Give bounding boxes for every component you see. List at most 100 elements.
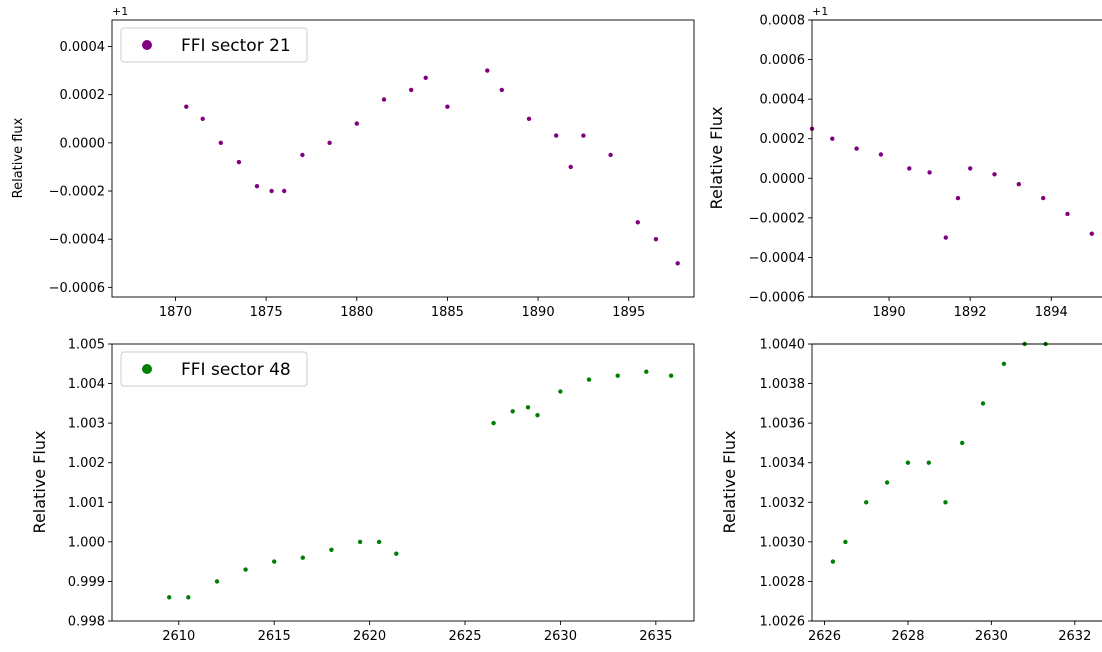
y-tick-label: 1.0026 <box>760 615 806 630</box>
y-axis-label: Relative flux <box>11 117 26 198</box>
y-tick-label: 0.0002 <box>760 132 806 147</box>
x-axis-ticks: 2626 2628 2630 2632 <box>808 621 1091 644</box>
x-tick-label: 1890 <box>522 305 555 320</box>
y-tick-label: 1.0036 <box>760 417 806 432</box>
data-point <box>608 152 613 158</box>
y-axis-ticks: 1.0026 1.0028 1.0030 1.0032 1.0034 1.0036 1.00… <box>760 338 812 630</box>
data-point <box>423 75 428 81</box>
data-point <box>243 567 248 572</box>
data-point <box>615 373 620 378</box>
y-tick-label: 1.0040 <box>760 338 806 353</box>
y-tick-label: 1.0032 <box>760 496 806 511</box>
data-point <box>955 195 961 201</box>
data-point <box>167 595 172 600</box>
x-axis-ticks: 2610 2615 2620 2625 2630 2635 <box>162 621 672 644</box>
y-tick-label: 1.0030 <box>760 535 806 550</box>
x-tick-label: 1890 <box>873 305 906 320</box>
data-point <box>329 547 334 552</box>
data-point <box>943 235 948 240</box>
data-point <box>357 539 363 545</box>
x-tick-label: 2615 <box>258 629 291 644</box>
data-point <box>586 377 592 382</box>
y-tick-label: 0.999 <box>68 575 105 590</box>
panel-sector48: 2610 2615 2620 2625 2630 2635 0.998 0.999 1.000… <box>30 338 695 644</box>
x-tick-label: 1870 <box>159 305 192 320</box>
data-point <box>558 389 563 394</box>
data-point <box>1065 211 1070 217</box>
legend-label: FFI sector 21 <box>181 36 291 56</box>
y-tick-label: 1.003 <box>68 417 105 432</box>
data-point <box>554 133 559 138</box>
x-tick-label: 1892 <box>954 305 987 320</box>
data-point <box>525 405 531 410</box>
data-point <box>354 121 359 126</box>
y-axis-label: Relative Flux <box>720 431 739 534</box>
data-point <box>653 237 659 242</box>
data-point <box>218 140 223 145</box>
data-point <box>927 170 932 175</box>
y-tick-label: 0.0008 <box>760 14 806 29</box>
y-tick-label: 0.0002 <box>60 88 106 103</box>
panel-sector48-zoom: 2626 2628 2630 2632 1.0026 1.0028 1.0030 1.003… <box>720 338 1102 644</box>
data-point <box>409 87 414 93</box>
y-tick-label: −0.0002 <box>749 211 805 226</box>
panel-sector21-zoom: 1890 1892 1894 −0.0006 −0.0004 −0.0002 0.0000… <box>707 5 1102 320</box>
y-tick-label: −0.0006 <box>749 291 805 306</box>
data-point <box>381 97 387 102</box>
scatter-points-sector48-zoom <box>830 341 1048 564</box>
data-point <box>394 551 399 556</box>
legend: FFI sector 48 <box>120 351 308 387</box>
data-point <box>905 460 911 465</box>
data-point <box>186 595 191 600</box>
x-tick-label: 2628 <box>891 629 924 644</box>
legend-frame <box>120 27 308 63</box>
x-tick-label: 2632 <box>1058 629 1091 644</box>
offset-label: +1 <box>812 5 828 18</box>
y-tick-label: 1.0038 <box>760 377 806 392</box>
data-point <box>485 68 490 73</box>
plot-frame <box>811 343 1102 622</box>
data-point <box>184 104 189 109</box>
y-tick-label: 1.000 <box>68 535 105 550</box>
scatter-points-sector48 <box>167 369 674 600</box>
y-axis-label: Relative Flux <box>30 431 49 534</box>
data-point <box>254 184 260 189</box>
y-tick-label: 1.0034 <box>760 456 806 471</box>
y-tick-label: 1.0028 <box>760 575 806 590</box>
data-point <box>200 116 205 122</box>
y-tick-label: −0.0004 <box>749 251 805 266</box>
data-point <box>236 159 242 165</box>
y-tick-label: 0.0004 <box>760 93 806 108</box>
legend-marker <box>142 40 152 50</box>
data-point <box>843 539 848 545</box>
x-tick-label: 1880 <box>340 305 373 320</box>
data-point <box>300 152 305 158</box>
data-point <box>581 133 586 138</box>
x-tick-label: 1895 <box>612 305 645 320</box>
scatter-points-sector21-zoom <box>809 126 1095 240</box>
legend-marker <box>142 364 152 374</box>
x-tick-label: 2625 <box>448 629 481 644</box>
x-axis-ticks: 1890 1892 1894 <box>873 297 1068 320</box>
y-tick-label: 0.0006 <box>760 53 806 68</box>
data-point <box>300 555 305 560</box>
data-point <box>943 500 948 505</box>
data-point <box>878 152 884 157</box>
scatter-points-sector21 <box>184 68 680 266</box>
x-tick-label: 2620 <box>353 629 386 644</box>
data-point <box>668 373 674 378</box>
y-tick-label: −0.0002 <box>49 185 105 200</box>
legend: FFI sector 21 <box>120 27 308 63</box>
x-tick-label: 1894 <box>1035 305 1068 320</box>
data-point <box>968 166 973 171</box>
x-tick-label: 1875 <box>250 305 283 320</box>
x-axis-ticks: 1870 1875 1880 1885 1890 1895 <box>159 297 645 320</box>
data-point <box>644 369 649 374</box>
data-point <box>510 409 515 414</box>
y-axis-ticks: 0.998 0.999 1.000 1.001 1.002 1.003 1.004 1.005 <box>68 338 112 630</box>
y-tick-label: 0.998 <box>68 615 105 630</box>
y-tick-label: −0.0004 <box>49 233 105 248</box>
data-point <box>327 140 332 145</box>
plot-frame <box>111 19 695 298</box>
y-axis-ticks: −0.0006 −0.0004 −0.0002 0.0000 0.0002 0.0004 <box>49 40 112 296</box>
